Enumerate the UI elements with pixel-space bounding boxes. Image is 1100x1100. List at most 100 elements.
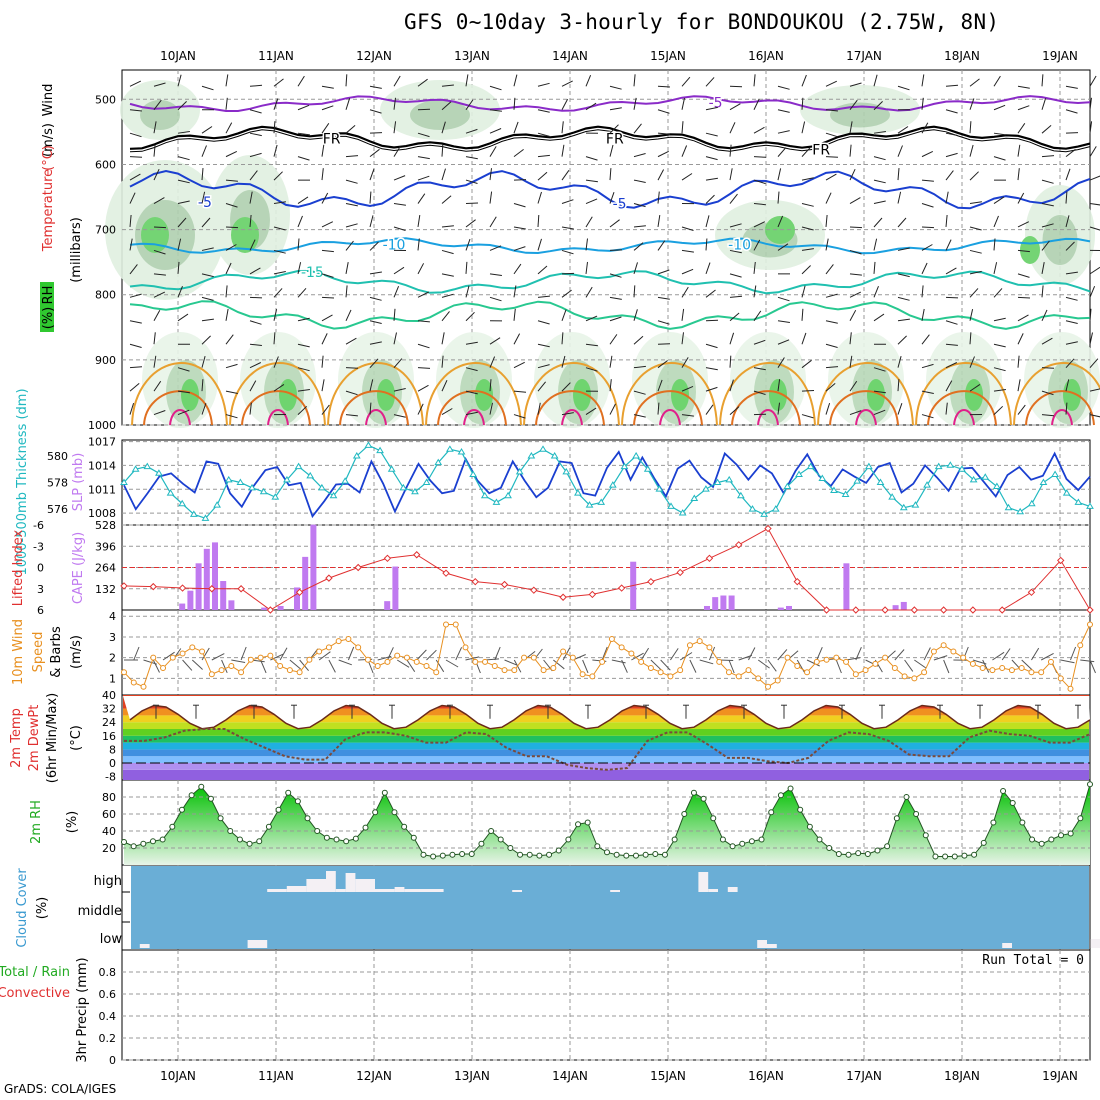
wind-barb (345, 203, 358, 207)
isotherm-line (129, 129, 1091, 153)
thickness-marker (1039, 478, 1048, 485)
wind-barb (441, 168, 446, 181)
thickness-marker (725, 475, 734, 483)
wind-barb (153, 380, 162, 392)
lifted-marker (852, 606, 860, 614)
wind-barb (801, 74, 807, 87)
cape-bar (728, 595, 735, 610)
wind10-marker (1087, 621, 1093, 628)
wind-barb (297, 317, 310, 322)
wind-barb (993, 367, 1006, 372)
wind-barb (417, 238, 420, 251)
wind-barb (729, 379, 734, 392)
wind10-barb (835, 659, 842, 674)
wind-barb (1065, 358, 1075, 369)
wind10-marker (394, 652, 401, 659)
wind-barb (249, 132, 262, 137)
wind-barb (153, 168, 160, 181)
wind-barb (921, 150, 934, 158)
cape-tick: 396 (95, 540, 116, 553)
wind-barb (825, 383, 836, 392)
wind-barb (633, 123, 642, 134)
wind-barb (489, 168, 492, 181)
rh-marker (449, 851, 456, 858)
wind-barb (657, 215, 661, 228)
temp-tick: 16 (102, 730, 116, 743)
wind10-marker (657, 669, 664, 676)
wind-barb (921, 308, 925, 321)
wind-barb (201, 273, 214, 278)
wind-barb (1089, 358, 1099, 369)
wind10-marker (374, 662, 381, 669)
rh-marker (217, 815, 224, 822)
wind-barb (897, 355, 902, 368)
date-label-bottom: 17JAN (846, 1069, 882, 1083)
thickness-marker (736, 491, 745, 499)
lifted-marker (237, 585, 245, 593)
wind-barb (849, 144, 852, 157)
isotherm-loop (731, 390, 801, 426)
wind-barb (681, 173, 693, 181)
wind-barb (1041, 98, 1047, 110)
date-label-top: 17JAN (846, 49, 882, 63)
wind-barb (369, 271, 382, 275)
wind-barb (657, 169, 665, 181)
wind10-marker (335, 638, 342, 645)
contour-label: -15 (301, 265, 324, 281)
wind-barb (1065, 215, 1070, 228)
wind-barb (321, 168, 324, 181)
wind10-barb (631, 652, 644, 661)
wind-barb (489, 109, 502, 112)
wind-barb (633, 242, 644, 251)
wind-barb (441, 332, 445, 345)
wind10-barb (816, 647, 823, 661)
wind10-barb (270, 653, 284, 661)
wind10-marker (169, 654, 176, 661)
wind10-marker (696, 638, 703, 645)
wind-barb (609, 124, 619, 134)
wind-barb (1089, 286, 1096, 298)
lifted-tick: 6 (37, 604, 44, 617)
wind-barb (225, 122, 233, 134)
wind-barb (153, 309, 161, 322)
wind-barb (201, 403, 207, 415)
cape-bar (228, 600, 235, 610)
temp-tick: 24 (102, 716, 116, 729)
wind-barb (993, 104, 1006, 111)
wind-barb (297, 238, 300, 251)
wind10-barb (494, 646, 501, 661)
rh-blob-core (671, 379, 689, 411)
wind10-barb (767, 659, 777, 672)
wind-barb (825, 293, 838, 298)
rh-marker (575, 821, 582, 828)
wind-barb (609, 316, 622, 322)
thickness-marker (876, 478, 885, 485)
wind-barb (873, 313, 885, 322)
wind10-barb (347, 646, 355, 661)
wind-barb (249, 84, 263, 87)
isotherm-loop (169, 409, 191, 426)
wind-barb (441, 225, 454, 228)
wind-barb (225, 179, 238, 182)
temp-color-band (123, 735, 1089, 743)
wind10-marker (843, 658, 850, 665)
rh-marker (922, 832, 929, 839)
rh-marker (1019, 819, 1026, 826)
wind-barb (177, 131, 190, 134)
wind-barb (825, 109, 838, 112)
wind10-marker (560, 648, 567, 655)
wind-barb (153, 82, 166, 87)
wind-barb (513, 74, 518, 87)
wind-barb (369, 241, 379, 251)
wind-barb (633, 335, 644, 345)
isotherm-loop (633, 390, 703, 426)
wind-barb (777, 357, 785, 368)
wind10-barb (260, 659, 267, 674)
wind-barb (969, 308, 974, 321)
wind-barb (273, 332, 276, 345)
lifted-marker (998, 606, 1006, 614)
wind10-marker (179, 650, 186, 657)
thickness-marker (364, 441, 373, 448)
date-label-top: 14JAN (552, 49, 588, 63)
temp-tick: 40 (102, 689, 116, 702)
